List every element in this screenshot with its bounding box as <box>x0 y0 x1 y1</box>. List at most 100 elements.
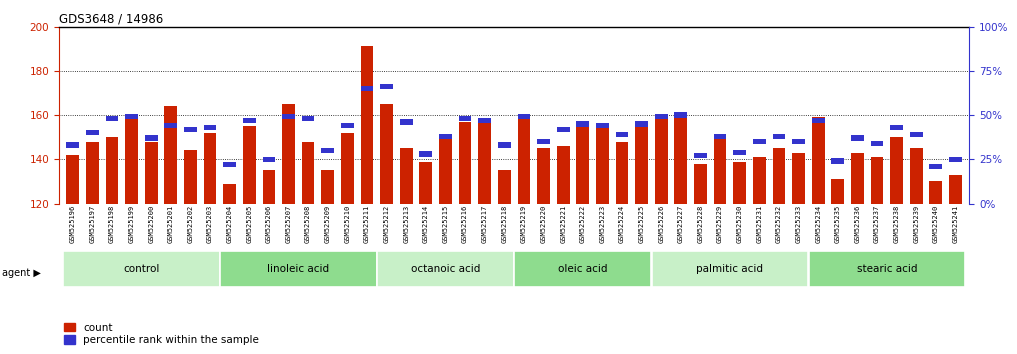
Bar <box>302 142 314 204</box>
Bar <box>910 132 922 137</box>
Bar <box>851 153 863 204</box>
Bar <box>224 162 236 167</box>
Bar <box>106 116 118 121</box>
Bar <box>694 164 707 204</box>
Bar <box>125 114 138 120</box>
Bar <box>106 137 118 204</box>
Bar <box>282 104 295 204</box>
Bar <box>262 170 276 204</box>
Bar <box>66 142 79 148</box>
Bar <box>518 115 530 204</box>
Bar <box>86 130 99 135</box>
Bar <box>361 46 373 204</box>
Legend: count, percentile rank within the sample: count, percentile rank within the sample <box>64 322 258 345</box>
Bar <box>419 152 432 156</box>
Bar <box>321 170 335 204</box>
Bar <box>66 155 79 204</box>
Bar <box>890 137 903 204</box>
Bar <box>262 156 276 162</box>
Bar <box>341 123 354 129</box>
Bar <box>949 156 962 162</box>
Bar <box>636 121 648 127</box>
Bar <box>537 139 550 144</box>
Bar <box>243 126 255 204</box>
Bar <box>577 122 589 204</box>
FancyBboxPatch shape <box>377 251 514 287</box>
Bar <box>459 116 472 121</box>
Bar <box>674 113 687 118</box>
Bar <box>831 159 844 164</box>
Bar <box>733 161 746 204</box>
Bar <box>773 148 785 204</box>
Bar <box>243 118 255 123</box>
Text: agent ▶: agent ▶ <box>2 268 41 278</box>
Bar <box>203 125 217 130</box>
Bar <box>674 113 687 204</box>
Bar <box>459 122 472 204</box>
Bar <box>165 106 177 204</box>
Bar <box>203 133 217 204</box>
Bar <box>871 157 884 204</box>
Bar <box>184 127 197 132</box>
Bar <box>439 133 452 139</box>
Bar <box>753 139 766 144</box>
Bar <box>596 126 609 204</box>
Bar <box>714 133 726 139</box>
Bar <box>831 179 844 204</box>
Bar <box>400 119 413 125</box>
Bar <box>341 133 354 204</box>
Bar <box>556 146 570 204</box>
Bar <box>949 175 962 204</box>
Text: oleic acid: oleic acid <box>558 264 607 274</box>
Bar <box>636 122 648 204</box>
Bar <box>419 161 432 204</box>
Bar <box>86 142 99 204</box>
Bar <box>733 149 746 155</box>
Bar <box>537 148 550 204</box>
Bar <box>184 150 197 204</box>
Bar <box>439 139 452 204</box>
FancyBboxPatch shape <box>63 251 220 287</box>
Bar <box>302 116 314 121</box>
Bar <box>792 153 804 204</box>
Bar <box>282 114 295 120</box>
Bar <box>478 122 491 204</box>
Bar <box>655 115 667 204</box>
Bar <box>577 121 589 127</box>
Bar <box>224 184 236 204</box>
Bar <box>165 123 177 129</box>
Bar <box>478 118 491 123</box>
Bar <box>615 142 629 204</box>
Bar <box>518 114 530 120</box>
Bar <box>380 84 393 89</box>
FancyBboxPatch shape <box>809 251 965 287</box>
Bar <box>871 141 884 146</box>
Text: palmitic acid: palmitic acid <box>697 264 764 274</box>
Bar <box>930 181 942 204</box>
Bar <box>615 132 629 137</box>
FancyBboxPatch shape <box>220 251 376 287</box>
Bar <box>890 125 903 130</box>
Bar <box>655 114 667 120</box>
Bar <box>851 136 863 141</box>
FancyBboxPatch shape <box>652 251 809 287</box>
Text: linoleic acid: linoleic acid <box>267 264 330 274</box>
Bar <box>400 148 413 204</box>
Bar <box>773 133 785 139</box>
Bar <box>125 115 138 204</box>
Text: octanoic acid: octanoic acid <box>411 264 480 274</box>
Bar <box>714 139 726 204</box>
Bar <box>556 127 570 132</box>
Bar <box>380 104 393 204</box>
Bar <box>694 153 707 159</box>
Bar <box>144 142 158 204</box>
Text: stearic acid: stearic acid <box>856 264 917 274</box>
Text: GDS3648 / 14986: GDS3648 / 14986 <box>59 12 164 25</box>
Bar <box>812 118 825 123</box>
Bar <box>498 142 511 148</box>
FancyBboxPatch shape <box>515 251 651 287</box>
Text: control: control <box>123 264 160 274</box>
Bar <box>361 86 373 91</box>
Bar <box>753 157 766 204</box>
Bar <box>792 139 804 144</box>
